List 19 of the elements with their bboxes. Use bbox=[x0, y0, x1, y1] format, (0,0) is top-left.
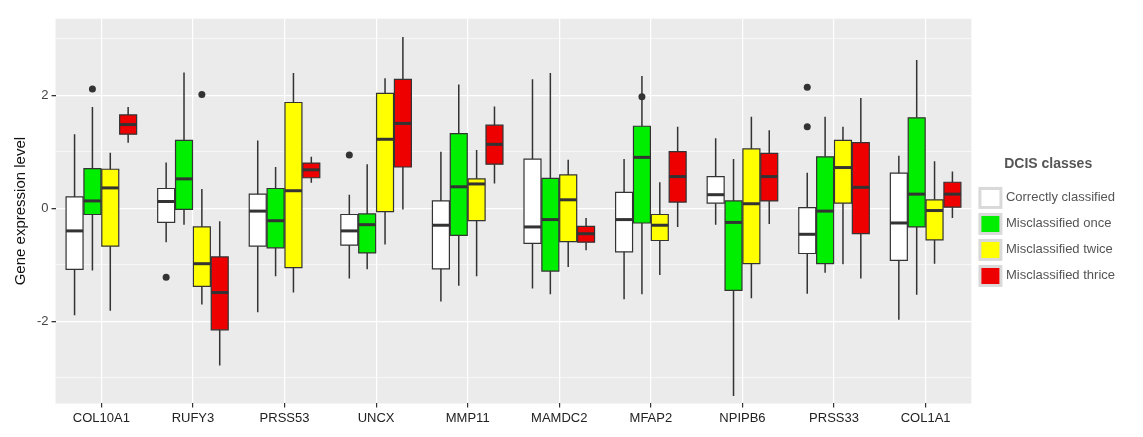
x-tick-label: NPIPB6 bbox=[719, 409, 766, 425]
legend-label: Misclassified twice bbox=[1005, 241, 1113, 257]
x-tick-label: MAMDC2 bbox=[531, 409, 588, 425]
x-tick-label: PRSS33 bbox=[809, 409, 859, 425]
x-tick-label: COL1A1 bbox=[900, 409, 951, 425]
legend-label: Correctly classified bbox=[1005, 189, 1116, 205]
legend-title: DCIS classes bbox=[1004, 154, 1093, 171]
legend-label: Misclassified once bbox=[1005, 215, 1112, 231]
legend-label: Misclassified thrice bbox=[1005, 267, 1116, 283]
x-tick-label: MFAP2 bbox=[629, 409, 673, 425]
x-tick-label: PRSS53 bbox=[259, 409, 310, 425]
y-tick-label: -2 bbox=[37, 312, 49, 328]
x-tick-label: RUFY3 bbox=[171, 409, 215, 425]
x-tick-label: UNCX bbox=[357, 409, 395, 425]
y-tick-label: 2 bbox=[41, 86, 49, 102]
x-tick-label: MMP11 bbox=[445, 409, 490, 425]
x-tick-label: COL10A1 bbox=[72, 409, 130, 425]
y-tick-label: 0 bbox=[41, 199, 49, 215]
y-axis-title: Gene expression level bbox=[11, 136, 29, 286]
